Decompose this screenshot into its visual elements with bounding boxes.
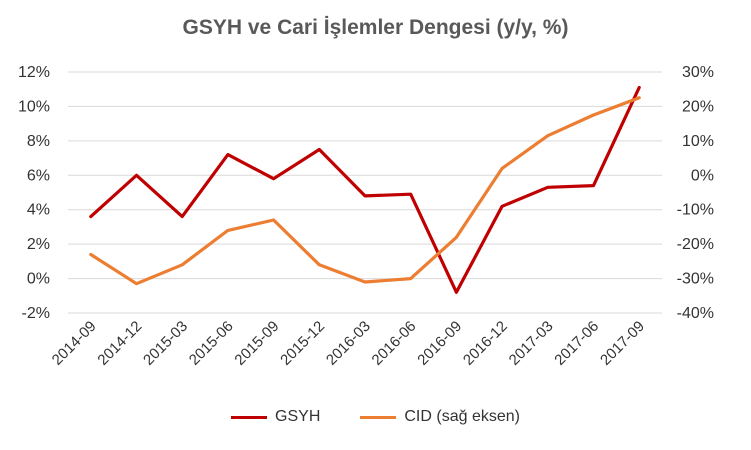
x-tick-label: 2015-12 (277, 318, 328, 369)
left-tick-label: -2% (22, 305, 50, 322)
left-tick-label: 12% (18, 64, 50, 81)
x-tick-label: 2016-12 (460, 318, 511, 369)
left-axis: -2% 0% 2% 4% 6% 8% 10% 12% (18, 64, 50, 322)
right-tick-label: -10% (677, 202, 714, 219)
left-tick-label: 2% (27, 236, 50, 253)
legend-label-cid: CID (sağ eksen) (404, 408, 520, 425)
legend-item-gsyh: GSYH (231, 408, 320, 426)
right-tick-label: -30% (677, 271, 714, 288)
x-tick-label: 2015-03 (140, 318, 191, 369)
right-tick-label: 0% (691, 167, 714, 184)
series-line-cid (89, 96, 641, 286)
x-tick-label: 2017-06 (551, 318, 602, 369)
x-axis: 2014-092014-122015-032015-062015-092015-… (49, 318, 648, 369)
series-line-gsyh (89, 85, 641, 294)
x-tick-label: 2017-09 (597, 318, 648, 369)
left-tick-label: 10% (18, 98, 50, 115)
series-lines (89, 85, 641, 294)
x-tick-label: 2015-06 (186, 318, 237, 369)
legend-swatch-cid (360, 415, 397, 419)
x-tick-label: 2016-03 (323, 318, 374, 369)
x-tick-label: 2015-09 (231, 318, 282, 369)
gridlines (68, 71, 662, 314)
x-tick-label: 2014-09 (49, 318, 100, 369)
left-tick-label: 0% (27, 271, 50, 288)
legend-item-cid: CID (sağ eksen) (360, 408, 520, 426)
right-tick-label: 10% (682, 133, 714, 150)
x-tick-label: 2016-06 (369, 318, 420, 369)
x-tick-label: 2014-12 (94, 318, 145, 369)
legend: GSYH CID (sağ eksen) (0, 408, 751, 426)
legend-label-gsyh: GSYH (275, 408, 321, 425)
right-tick-label: -40% (677, 305, 714, 322)
left-tick-label: 8% (27, 133, 50, 150)
right-tick-label: 20% (682, 98, 714, 115)
x-tick-label: 2016-09 (414, 318, 465, 369)
legend-swatch-gsyh (231, 415, 268, 419)
right-axis: -40% -30% -20% -10% 0% 10% 20% 30% (677, 64, 714, 322)
left-tick-label: 6% (27, 167, 50, 184)
x-tick-label: 2017-03 (506, 318, 557, 369)
left-tick-label: 4% (27, 202, 50, 219)
right-tick-label: -20% (677, 236, 714, 253)
right-tick-label: 30% (682, 64, 714, 81)
chart-title: GSYH ve Cari İşlemler Dengesi (y/y, %) (182, 16, 569, 39)
